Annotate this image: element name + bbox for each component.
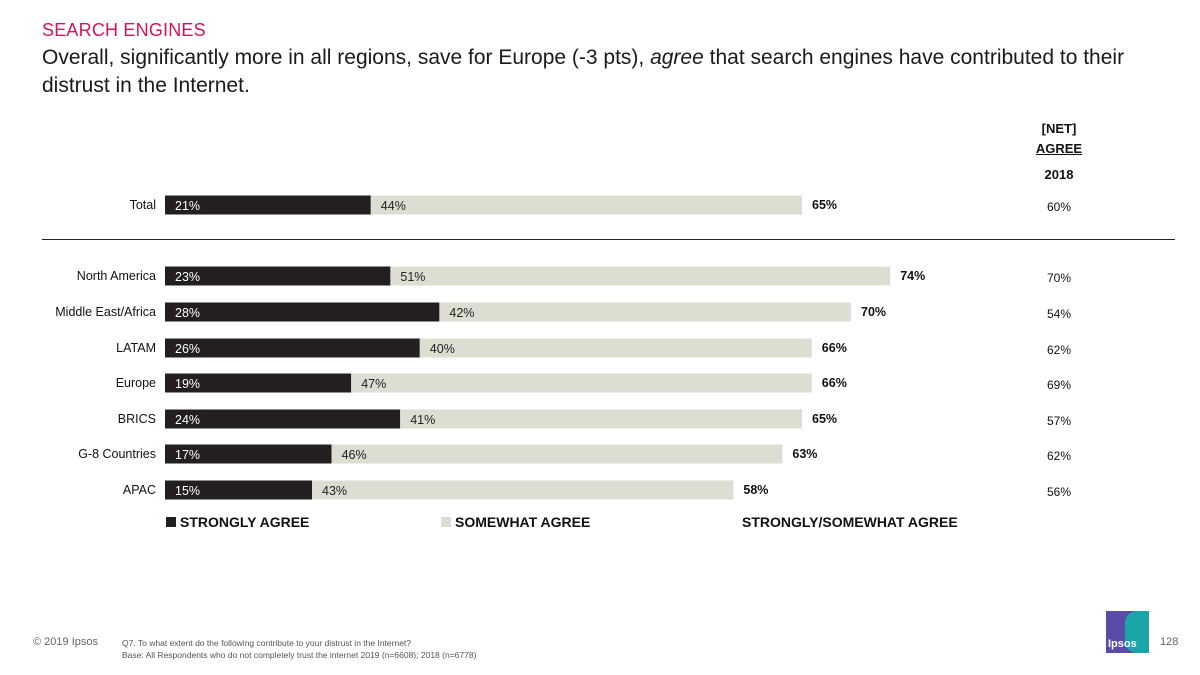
net-2018-middle-east-africa: 54% xyxy=(1047,307,1071,321)
bar-strongly-total xyxy=(165,195,371,215)
category-label-total: Total xyxy=(130,198,156,212)
headline-text-post: that search engines have contributed to … xyxy=(42,46,1125,97)
data-label-strongly-brics: 24% xyxy=(175,413,200,427)
legend-label-somewhat: SOMEWHAT AGREE xyxy=(455,514,591,530)
data-label-somewhat-europe: 47% xyxy=(361,377,386,391)
footnote: Q7. To what extent do the following cont… xyxy=(122,637,476,661)
net-header-line2: AGREE xyxy=(1035,141,1083,156)
data-label-somewhat-apac: 43% xyxy=(322,484,347,498)
logo-text: Ipsos xyxy=(1108,638,1137,650)
copyright: © 2019 Ipsos xyxy=(33,636,98,648)
total-label-latam: 66% xyxy=(822,341,847,355)
category-label-europe: Europe xyxy=(116,376,156,390)
category-label-g-8-countries: G-8 Countries xyxy=(78,447,156,461)
data-label-strongly-europe: 19% xyxy=(175,377,200,391)
total-label-middle-east-africa: 70% xyxy=(861,305,886,319)
category-label-apac: APAC xyxy=(123,483,156,497)
footnote-base: Base: All Respondents who do not complet… xyxy=(122,650,477,660)
legend-label-strongly: STRONGLY AGREE xyxy=(180,514,310,530)
bar-somewhat-brics xyxy=(400,409,802,429)
bar-somewhat-apac xyxy=(312,480,734,500)
legend-strongly-agree: STRONGLY AGREE xyxy=(166,514,309,530)
data-label-strongly-middle-east-africa: 28% xyxy=(175,306,200,320)
data-label-somewhat-latam: 40% xyxy=(430,342,455,356)
bar-somewhat-latam xyxy=(419,338,812,358)
data-label-somewhat-g-8-countries: 46% xyxy=(342,448,367,462)
legend-somewhat-agree: SOMEWHAT AGREE xyxy=(441,514,590,530)
bar-somewhat-north-america xyxy=(390,266,891,286)
bar-strongly-north-america xyxy=(165,266,391,286)
legend-label-total: STRONGLY/SOMEWHAT AGREE xyxy=(742,514,958,530)
bar-somewhat-g-8-countries xyxy=(331,444,783,464)
bar-somewhat-total xyxy=(370,195,802,215)
category-label-north-america: North America xyxy=(77,269,156,283)
legend-swatch-strongly xyxy=(166,517,176,527)
data-label-somewhat-total: 44% xyxy=(381,199,406,213)
total-label-brics: 65% xyxy=(812,412,837,426)
ipsos-logo: Ipsos xyxy=(1106,611,1149,653)
net-2018-europe: 69% xyxy=(1047,378,1071,392)
net-2018-g-8-countries: 62% xyxy=(1047,449,1071,463)
bar-somewhat-europe xyxy=(351,373,812,393)
total-label-total: 65% xyxy=(812,198,837,212)
bar-somewhat-middle-east-africa xyxy=(439,302,851,322)
data-label-strongly-north-america: 23% xyxy=(175,270,200,284)
total-label-europe: 66% xyxy=(822,376,847,390)
data-label-strongly-apac: 15% xyxy=(175,484,200,498)
data-label-somewhat-north-america: 51% xyxy=(400,270,425,284)
data-label-strongly-g-8-countries: 17% xyxy=(175,448,200,462)
logo-teal-shape xyxy=(1125,611,1149,653)
total-divider xyxy=(42,239,1175,240)
data-label-somewhat-middle-east-africa: 42% xyxy=(449,306,474,320)
category-label-brics: BRICS xyxy=(118,412,156,426)
total-label-apac: 58% xyxy=(743,483,768,497)
bar-strongly-europe xyxy=(165,373,352,393)
net-2018-total: 60% xyxy=(1047,200,1071,214)
net-year-header: 2018 xyxy=(1044,167,1074,182)
net-2018-brics: 57% xyxy=(1047,414,1071,428)
page-number: 128 xyxy=(1160,636,1179,648)
net-agree-header: [NET] AGREE xyxy=(1020,119,1098,159)
bar-strongly-brics xyxy=(165,409,401,429)
headline: Overall, significantly more in all regio… xyxy=(42,44,1172,100)
bar-strongly-middle-east-africa xyxy=(165,302,440,322)
data-label-strongly-latam: 26% xyxy=(175,342,200,356)
category-label-latam: LATAM xyxy=(116,341,156,355)
bar-strongly-apac xyxy=(165,480,312,500)
headline-text-pre: Overall, significantly more in all regio… xyxy=(42,46,651,69)
legend-swatch-somewhat xyxy=(441,517,451,527)
net-header-line1: [NET] xyxy=(1041,121,1077,136)
data-label-strongly-total: 21% xyxy=(175,199,200,213)
total-label-north-america: 74% xyxy=(900,269,925,283)
data-label-somewhat-brics: 41% xyxy=(410,413,435,427)
section-label: SEARCH ENGINES xyxy=(42,20,206,40)
footnote-question: Q7. To what extent do the following cont… xyxy=(122,638,412,648)
headline-emphasis: agree xyxy=(650,46,704,69)
category-label-middle-east-africa: Middle East/Africa xyxy=(55,305,156,319)
net-2018-apac: 56% xyxy=(1047,485,1071,499)
net-2018-latam: 62% xyxy=(1047,343,1071,357)
bar-strongly-latam xyxy=(165,338,420,358)
bar-strongly-g-8-countries xyxy=(165,444,332,464)
legend-total-agree: STRONGLY/SOMEWHAT AGREE xyxy=(742,514,958,530)
total-label-g-8-countries: 63% xyxy=(792,447,817,461)
net-2018-north-america: 70% xyxy=(1047,271,1071,285)
